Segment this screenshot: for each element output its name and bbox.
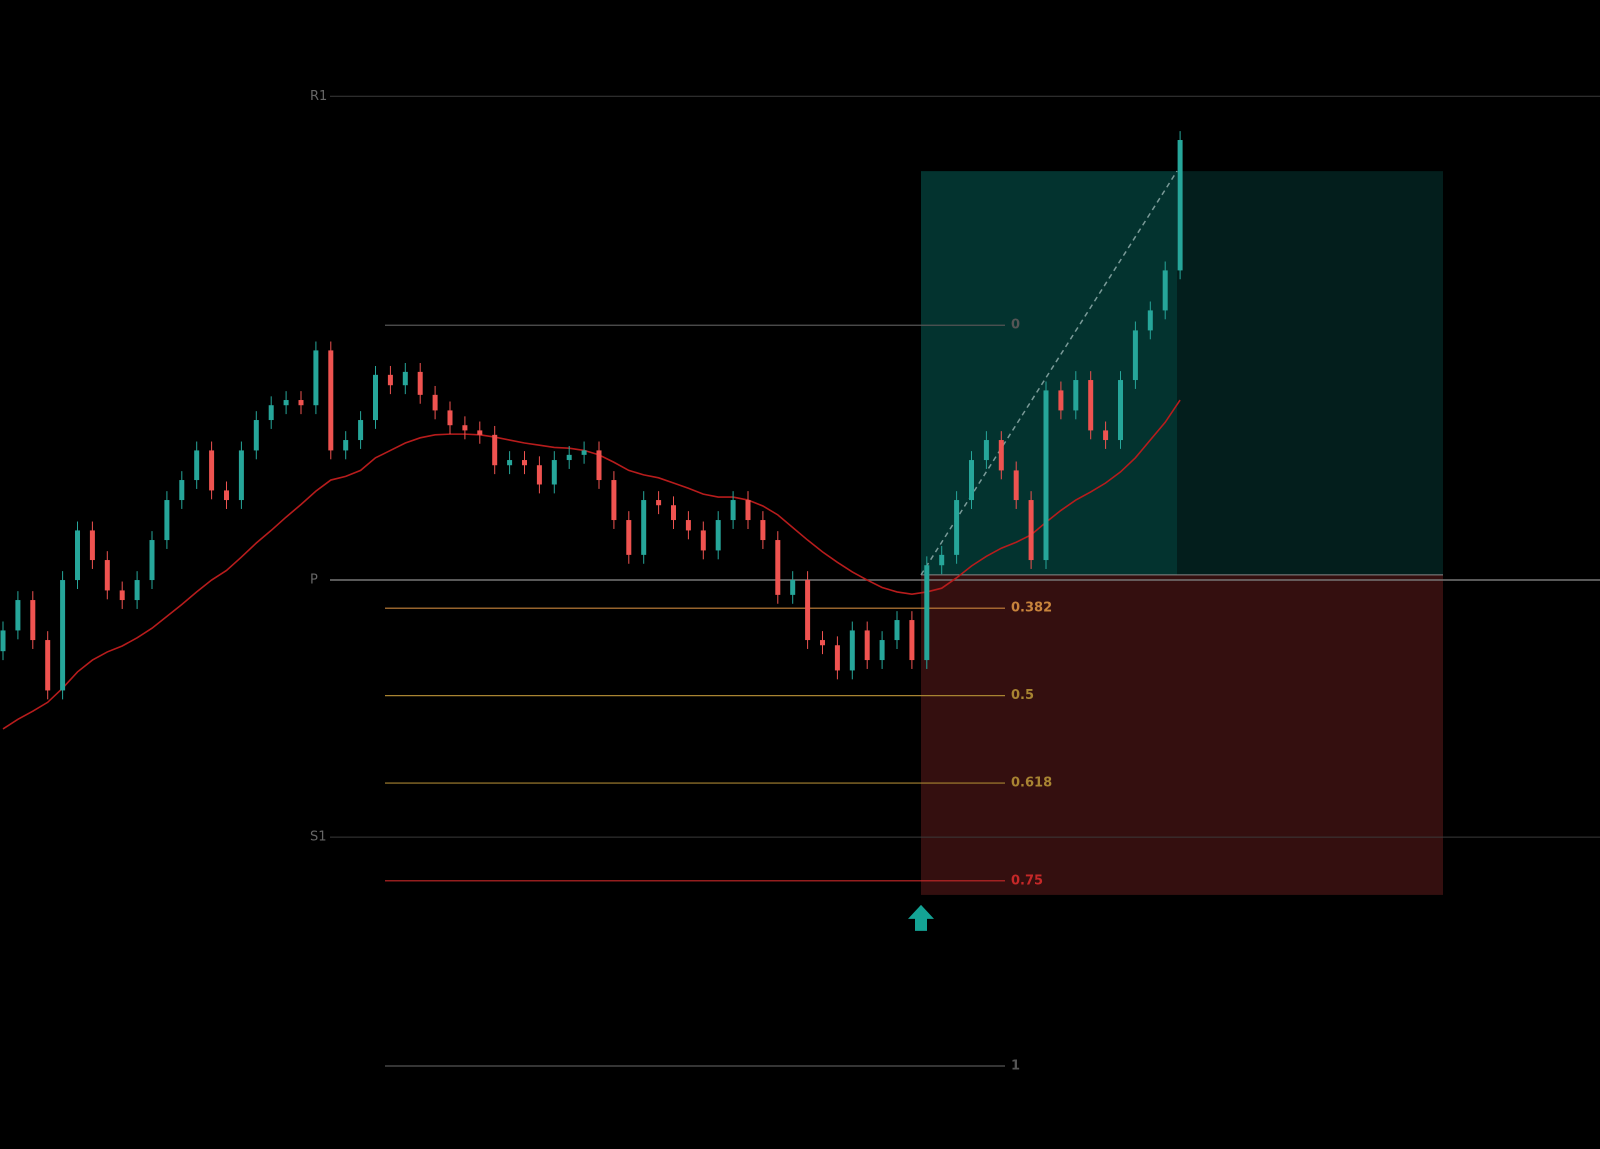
fib-label: 0.75 [1011, 873, 1043, 888]
candle-body [909, 620, 915, 661]
candle-body [30, 600, 36, 641]
candle-body [268, 405, 274, 421]
candle-body [119, 590, 125, 601]
candle-body [60, 580, 66, 691]
candle-body [358, 420, 364, 441]
pivot-label: S1 [310, 830, 327, 845]
candle-body [15, 600, 21, 631]
candle-body [477, 430, 483, 435]
candle-body [924, 565, 930, 661]
candle-body [313, 350, 319, 406]
candle-body [1132, 330, 1138, 381]
candle-body [373, 374, 378, 421]
moving-average [2, 399, 1181, 730]
candle-body [1162, 270, 1168, 311]
trade-path [920, 170, 1178, 576]
candle-body [983, 440, 989, 461]
candle-body [611, 480, 617, 521]
candle-body [730, 500, 736, 521]
stop-zone [921, 574, 1443, 895]
candle-body [536, 465, 542, 485]
candle-body [939, 554, 945, 566]
candle-body [1028, 500, 1034, 561]
candle-body [849, 630, 855, 671]
candle-body [238, 450, 244, 501]
candle-body [596, 450, 602, 481]
candle-body [745, 500, 751, 521]
candle-body [1177, 140, 1183, 271]
candle-body [224, 490, 229, 501]
candle-body [879, 640, 885, 661]
candle-body [104, 560, 110, 591]
candle-body [626, 520, 632, 555]
candle-body [298, 400, 304, 406]
candle-body [447, 410, 453, 426]
candle-body [75, 530, 80, 581]
candle-body [671, 505, 676, 521]
fib-label: 0.382 [1011, 601, 1052, 616]
candle-body [89, 530, 95, 561]
candle-body [253, 420, 259, 451]
candle-body [209, 450, 215, 491]
candle-body [820, 640, 825, 646]
pivot-label: P [310, 573, 318, 588]
candle-body [864, 630, 870, 661]
target-zone-ext [1177, 171, 1443, 575]
candle-body [894, 620, 900, 641]
candle-body [179, 480, 185, 501]
candle-body [387, 374, 393, 386]
candle-body [834, 645, 840, 671]
candle-body [462, 425, 468, 431]
candle-body [417, 371, 423, 395]
candle-body [492, 434, 498, 466]
candle-body [45, 640, 51, 691]
fib-label: 1 [1011, 1059, 1020, 1074]
candle-body [402, 371, 408, 386]
candle-body [656, 500, 662, 506]
candle-body [775, 540, 781, 595]
candle-body [790, 580, 796, 595]
candle-body [1043, 390, 1049, 561]
fib-label: 0.5 [1011, 688, 1034, 703]
pivot-label: R1 [310, 89, 327, 104]
candle-body [715, 520, 721, 551]
candle-body [1088, 380, 1094, 431]
buy-signal-arrow [908, 904, 934, 931]
candle-body [507, 460, 513, 466]
candle-body [581, 450, 587, 455]
candle-body [432, 394, 438, 411]
candle-body [969, 460, 974, 501]
candle-body [1013, 470, 1019, 501]
candle-body [194, 450, 200, 481]
candle-body [998, 440, 1004, 471]
candle-body [566, 454, 572, 461]
candle-body [641, 500, 647, 555]
fib-label: 0.618 [1011, 776, 1052, 791]
candle-body [0, 630, 6, 652]
candle-body [328, 350, 334, 451]
candle-body [805, 580, 811, 641]
candle-body [551, 460, 557, 485]
candle-body [1147, 310, 1153, 331]
candle-body [1058, 390, 1064, 411]
candle-body [685, 520, 691, 531]
candle-body [1103, 430, 1109, 441]
candle-body [283, 400, 289, 406]
candle-body [954, 500, 960, 555]
candle-body [343, 440, 349, 451]
candle-body [1118, 380, 1123, 441]
candle-body [164, 500, 170, 541]
candle-body [149, 540, 155, 581]
candle-body [134, 580, 140, 601]
candle-body [522, 460, 527, 466]
candle-body [760, 520, 766, 541]
fib-label: 0 [1011, 318, 1020, 333]
candle-body [1073, 380, 1079, 411]
candle-body [700, 530, 706, 551]
